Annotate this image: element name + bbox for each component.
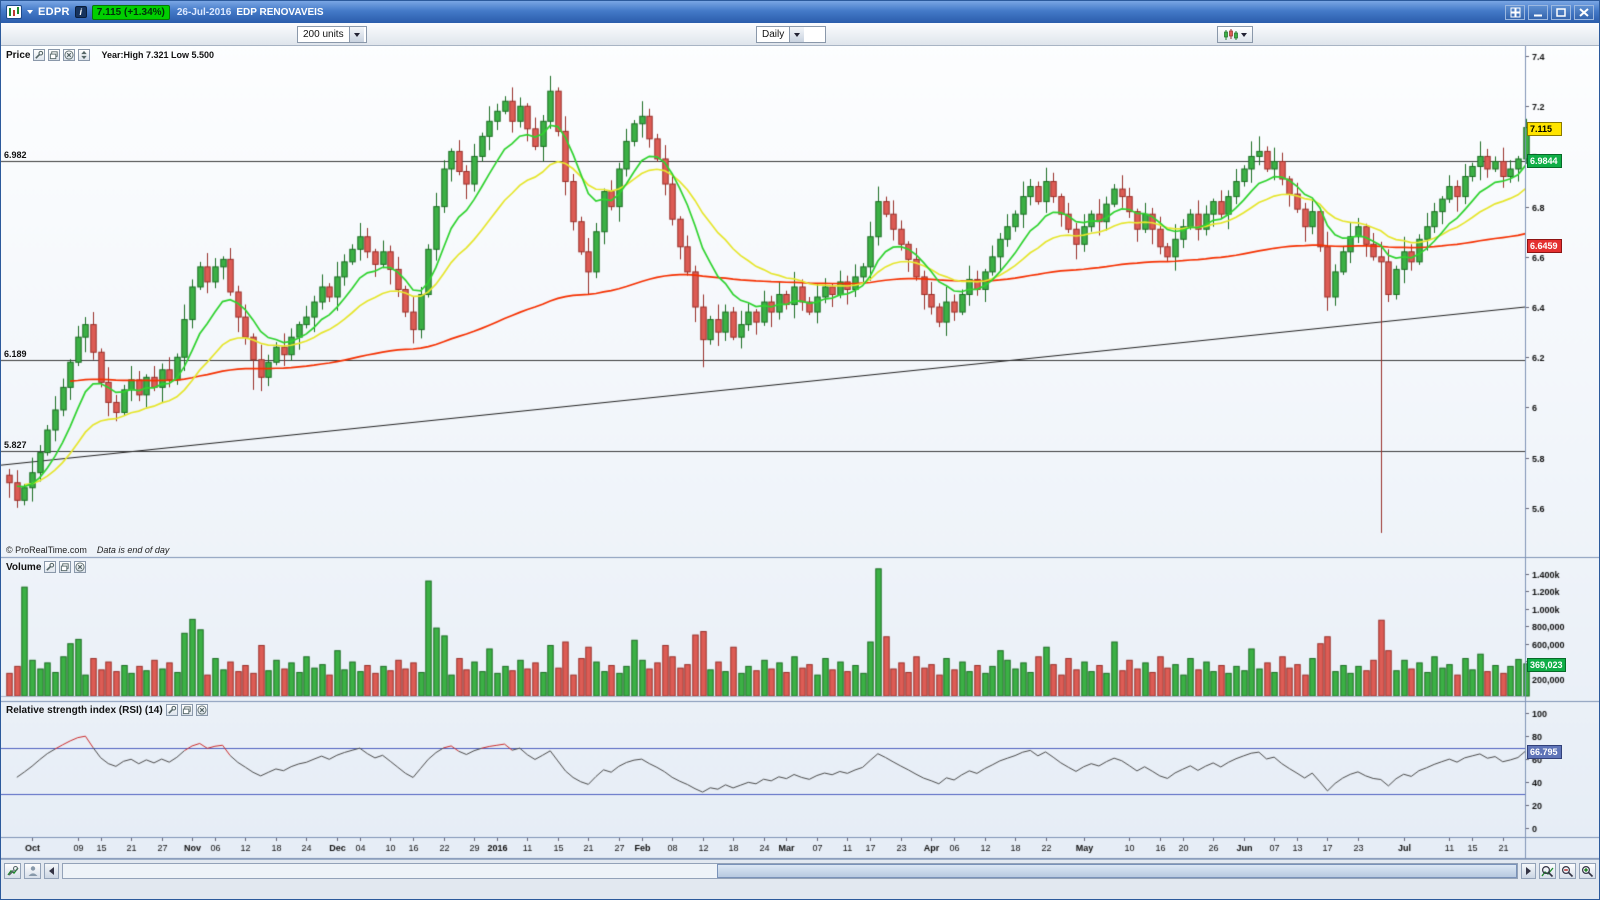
volume-panel-title: Volume — [6, 561, 42, 573]
timeframe-value: Daily — [762, 29, 785, 40]
wrench-icon[interactable] — [33, 49, 46, 61]
chart-style-button[interactable] — [1217, 26, 1253, 43]
close-icon[interactable] — [195, 704, 208, 716]
fit-chart-button[interactable] — [1539, 863, 1556, 879]
volume-panel-header: Volume — [6, 561, 87, 573]
copyright-site: © ProRealTime.com — [6, 545, 87, 555]
rsi-panel-header: Relative strength index (RSI) (14) — [6, 704, 208, 716]
bottom-scrollbar-row — [1, 859, 1599, 899]
scrollbar-track[interactable] — [62, 863, 1518, 879]
zoom-out-icon — [1561, 865, 1574, 877]
layout-grid-icon[interactable] — [1505, 4, 1525, 20]
units-select[interactable]: 200 units — [297, 26, 367, 43]
wrench-icon[interactable] — [165, 704, 178, 716]
units-dropdown-icon[interactable] — [348, 27, 364, 42]
price-panel-header: Price Year:High 7.321 Low 5.500 — [6, 49, 214, 61]
scroll-left-icon — [49, 867, 54, 875]
close-icon[interactable] — [63, 49, 76, 61]
updown-arrows-icon[interactable] — [78, 49, 91, 61]
chart-area: Price Year:High 7.321 Low 5.500 6.982 6.… — [1, 46, 1599, 859]
candles-glyph — [9, 7, 19, 16]
units-value: 200 units — [303, 29, 344, 40]
title-bar: EDPR i 7.115 (+1.34%) 26-Jul-2016 EDP RE… — [1, 1, 1599, 23]
rsi-panel-title: Relative strength index (RSI) (14) — [6, 704, 163, 716]
year-stats: Year:High 7.321 Low 5.500 — [101, 50, 215, 60]
toolbar: 200 units Daily — [1, 23, 1599, 46]
ma-fast-badge: 6.9844 — [1527, 154, 1562, 168]
quote-date: 26-Jul-2016 — [176, 6, 232, 18]
level-label: 6.189 — [4, 349, 27, 359]
maximize-button[interactable] — [1551, 4, 1571, 20]
volume-badge: 369,023 — [1527, 658, 1566, 672]
info-icon[interactable]: i — [74, 6, 87, 18]
minimize-button[interactable] — [1528, 4, 1548, 20]
symbol-dropdown-icon[interactable] — [27, 10, 33, 14]
chart-style-dropdown-icon — [1241, 32, 1247, 37]
chart-canvas[interactable] — [1, 46, 1599, 859]
chart-settings-icon[interactable] — [4, 863, 21, 879]
level-label: 5.827 — [4, 440, 27, 450]
zoom-out-button[interactable] — [1559, 863, 1576, 879]
price-change-badge: 7.115 (+1.34%) — [91, 4, 170, 20]
detach-icon[interactable] — [48, 49, 61, 61]
copyright-note: Data is end of day — [96, 545, 170, 555]
chart-style-icon — [1224, 28, 1238, 40]
scrollbar-thumb[interactable] — [717, 864, 1517, 878]
scroll-right-icon — [1526, 867, 1531, 875]
level-label: 6.982 — [4, 150, 27, 160]
app-icon — [6, 5, 22, 19]
detach-icon[interactable] — [59, 561, 72, 573]
detach-icon[interactable] — [180, 704, 193, 716]
zoom-in-icon — [1581, 865, 1594, 877]
timeframe-select[interactable]: Daily — [756, 26, 826, 43]
price-panel-title: Price — [6, 49, 31, 61]
instrument-name: EDP RENOVAVEIS — [236, 6, 324, 18]
close-icon[interactable] — [74, 561, 87, 573]
last-price-badge: 7.115 — [1527, 122, 1562, 136]
symbol-label[interactable]: EDPR — [38, 6, 70, 18]
fit-chart-icon — [1541, 865, 1554, 877]
timeframe-dropdown-icon[interactable] — [789, 27, 805, 42]
user-icon[interactable] — [24, 863, 41, 879]
scroll-left-button[interactable] — [44, 863, 59, 879]
zoom-in-button[interactable] — [1579, 863, 1596, 879]
wrench-icon[interactable] — [44, 561, 57, 573]
copyright: © ProRealTime.com Data is end of day — [6, 545, 169, 555]
rsi-badge: 66.795 — [1527, 745, 1562, 759]
close-window-button[interactable] — [1574, 4, 1594, 20]
scroll-right-button[interactable] — [1521, 863, 1536, 879]
ma-slow-badge: 6.6459 — [1527, 239, 1562, 253]
